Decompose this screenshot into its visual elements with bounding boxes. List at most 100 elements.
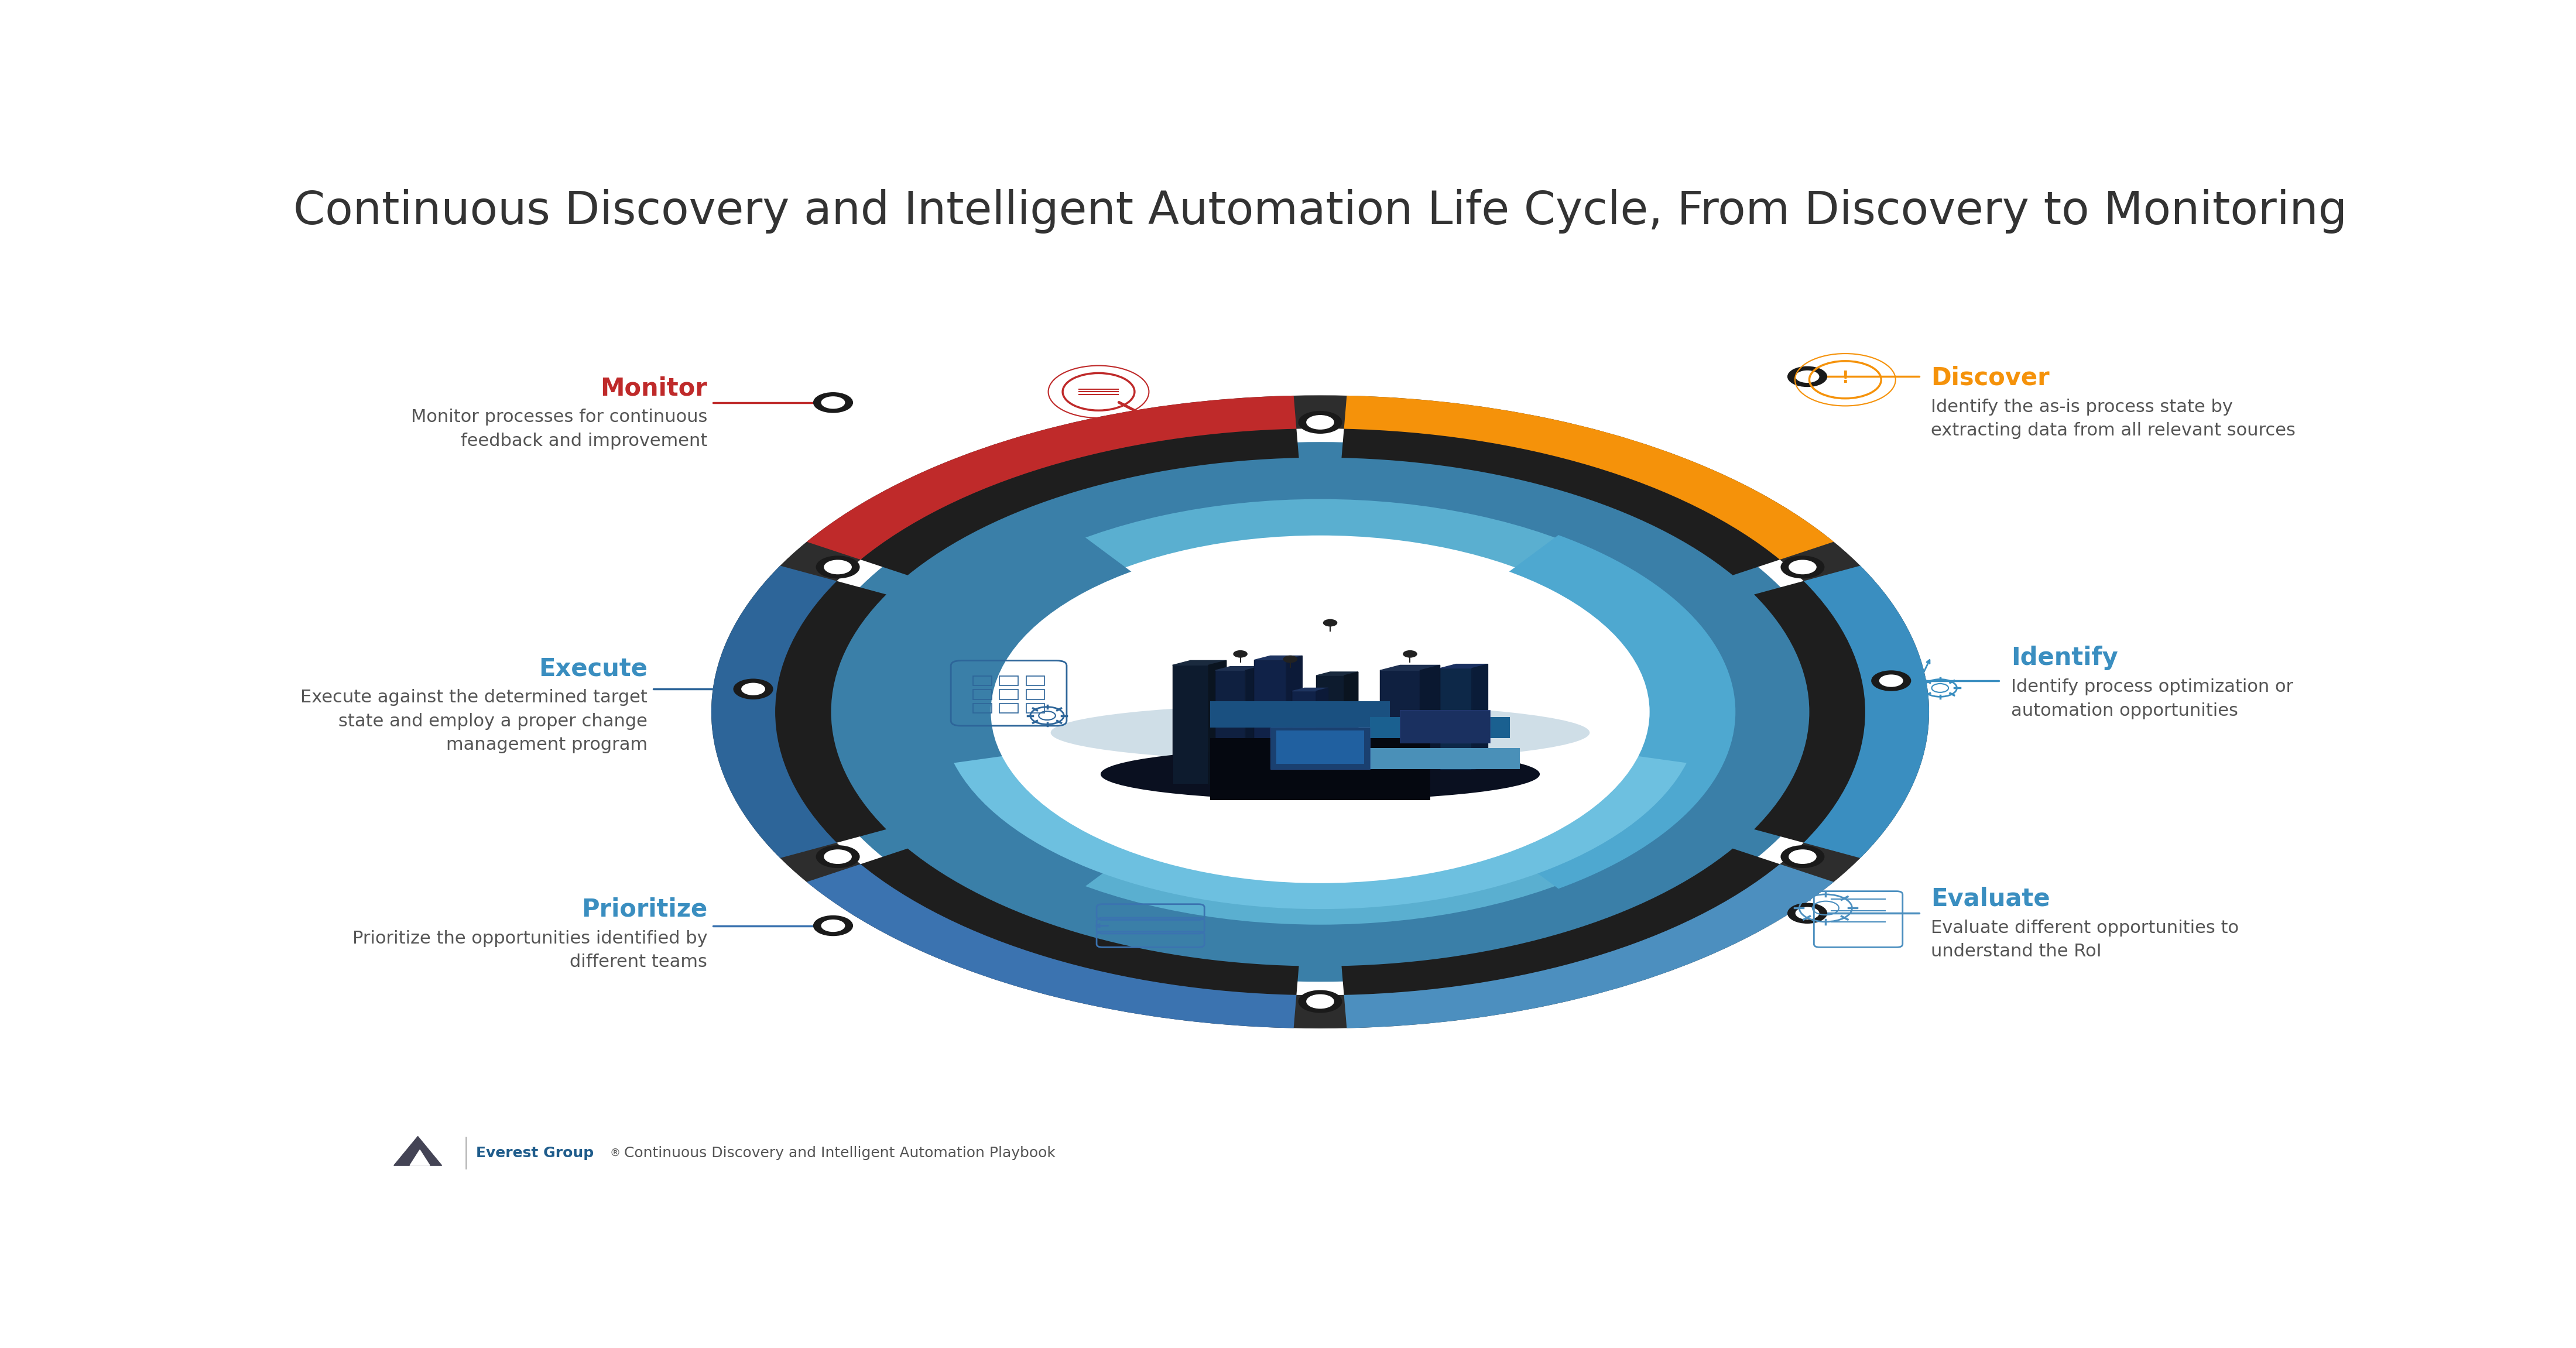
Bar (1401, 710, 1489, 743)
Wedge shape (904, 535, 1154, 888)
Polygon shape (1316, 671, 1358, 675)
Circle shape (814, 915, 853, 936)
Wedge shape (1342, 848, 1814, 1015)
Bar (974, 690, 992, 700)
Circle shape (822, 919, 845, 931)
Text: Continuous Discovery and Intelligent Automation Playbook: Continuous Discovery and Intelligent Aut… (618, 1146, 1056, 1161)
Circle shape (822, 396, 845, 408)
Circle shape (817, 845, 860, 868)
Circle shape (1788, 903, 1826, 923)
Bar (1440, 669, 1471, 770)
Wedge shape (827, 848, 1298, 1015)
Circle shape (1870, 670, 1911, 692)
Wedge shape (1342, 408, 1814, 576)
Circle shape (824, 559, 853, 574)
Circle shape (1795, 907, 1819, 919)
Circle shape (1324, 619, 1337, 627)
Wedge shape (801, 442, 1839, 981)
Circle shape (1780, 555, 1824, 578)
Circle shape (742, 683, 765, 696)
Bar (1211, 701, 1391, 728)
Bar (1381, 670, 1419, 764)
Polygon shape (1244, 666, 1260, 768)
Bar (1316, 675, 1345, 754)
Polygon shape (1381, 665, 1440, 670)
Text: Execute: Execute (538, 656, 647, 681)
Text: Prioritize: Prioritize (582, 896, 708, 922)
Circle shape (1788, 367, 1826, 387)
Bar (1172, 665, 1208, 785)
Text: Continuous Discovery and Intelligent Automation Life Cycle, From Discovery to Mo: Continuous Discovery and Intelligent Aut… (294, 189, 2347, 233)
Circle shape (734, 678, 773, 700)
Bar (1216, 670, 1244, 768)
Bar (999, 704, 1018, 713)
Circle shape (1788, 849, 1816, 864)
Bar (999, 675, 1018, 686)
Polygon shape (1293, 687, 1329, 692)
Circle shape (992, 541, 1649, 883)
Bar (1293, 692, 1316, 754)
Text: Everest Group: Everest Group (477, 1146, 592, 1161)
Circle shape (1880, 674, 1904, 687)
Bar (1211, 737, 1430, 801)
Text: Identify: Identify (2012, 646, 2117, 670)
Text: Monitor: Monitor (600, 376, 708, 400)
Circle shape (721, 400, 1919, 1023)
Wedge shape (806, 864, 1296, 1029)
Circle shape (1306, 995, 1334, 1008)
Polygon shape (1471, 665, 1489, 770)
Wedge shape (1345, 864, 1834, 1029)
Bar (974, 675, 992, 686)
Circle shape (1306, 415, 1334, 430)
Text: Identify process optimization or
automation opportunities: Identify process optimization or automat… (2012, 678, 2293, 720)
Circle shape (1780, 845, 1824, 868)
Wedge shape (827, 408, 1298, 576)
Bar (1025, 675, 1043, 686)
Ellipse shape (1051, 704, 1589, 762)
Bar (1270, 728, 1370, 768)
Wedge shape (1486, 535, 1736, 888)
Circle shape (824, 849, 853, 864)
Bar (1025, 690, 1043, 700)
Wedge shape (1345, 395, 1834, 559)
Polygon shape (1208, 661, 1226, 785)
Wedge shape (711, 395, 1929, 1029)
Bar (1280, 748, 1520, 768)
Bar (974, 704, 992, 713)
Circle shape (817, 555, 860, 578)
Wedge shape (1754, 572, 1906, 852)
Wedge shape (1803, 566, 1929, 859)
Bar (999, 690, 1018, 700)
Polygon shape (1172, 661, 1226, 665)
Polygon shape (1285, 656, 1303, 768)
Polygon shape (1419, 665, 1440, 764)
Text: Identify the as-is process state by
extracting data from all relevant sources: Identify the as-is process state by extr… (1932, 399, 2295, 439)
Circle shape (1298, 411, 1342, 434)
Text: Monitor processes for continuous
feedback and improvement: Monitor processes for continuous feedbac… (410, 408, 708, 449)
Bar (1275, 731, 1365, 764)
Polygon shape (1255, 656, 1303, 661)
Circle shape (1234, 650, 1247, 658)
Polygon shape (410, 1150, 430, 1166)
Polygon shape (394, 1136, 443, 1166)
Polygon shape (1316, 687, 1329, 754)
Wedge shape (711, 566, 837, 859)
Circle shape (1788, 559, 1816, 574)
Bar (1255, 661, 1285, 768)
Polygon shape (1440, 665, 1489, 669)
Wedge shape (953, 744, 1687, 909)
Text: ®: ® (611, 1147, 621, 1158)
Circle shape (1283, 655, 1298, 663)
Text: Prioritize the opportunities identified by
different teams: Prioritize the opportunities identified … (353, 930, 708, 971)
Circle shape (1298, 989, 1342, 1012)
Wedge shape (912, 499, 1728, 925)
Text: !: ! (1842, 369, 1850, 386)
Circle shape (1795, 371, 1819, 383)
Polygon shape (1216, 666, 1260, 670)
Wedge shape (806, 395, 1296, 559)
Text: Evaluate: Evaluate (1932, 887, 2050, 911)
Bar (1370, 717, 1510, 737)
Text: Execute against the determined target
state and employ a proper change
managemen: Execute against the determined target st… (301, 689, 647, 754)
Text: Discover: Discover (1932, 365, 2050, 390)
Wedge shape (734, 572, 886, 852)
